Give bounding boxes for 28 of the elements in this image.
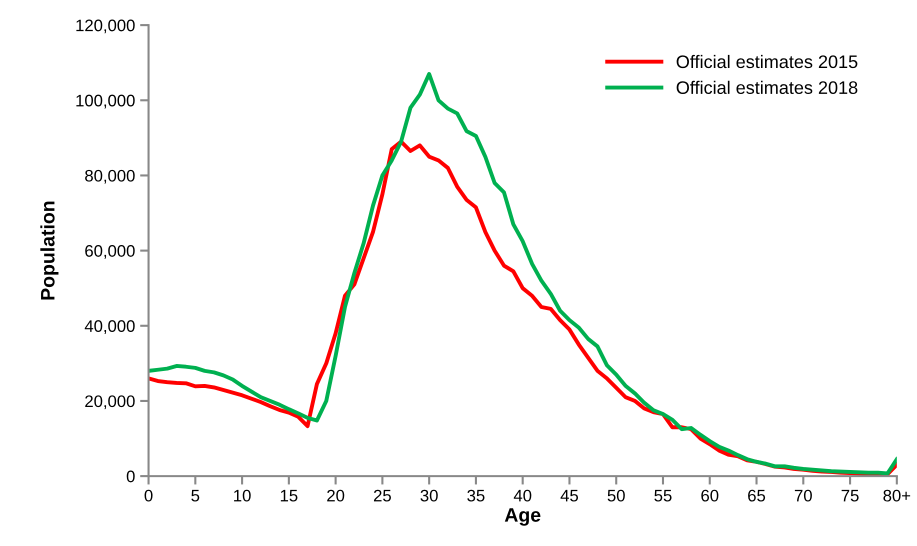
legend-label: Official estimates 2015 [676,54,858,68]
x-tick-label: 80+ [883,490,910,502]
x-tick-label: 10 [234,490,251,502]
x-tick-label: 55 [654,490,672,502]
y-tick-label: 80,000 [85,170,135,184]
y-axis-title: Population [40,202,58,300]
x-tick-label: 35 [467,490,484,502]
y-tick-label: 40,000 [84,320,135,334]
x-tick-label: 65 [748,490,766,502]
y-tick-label: 60,000 [85,245,135,259]
y-tick-label: 0 [126,470,135,482]
x-tick-label: 45 [560,490,578,502]
y-tick-label: 100,000 [76,94,135,108]
x-tick-label: 15 [280,490,298,502]
x-tick-label: 0 [144,490,153,502]
x-tick-label: 70 [794,490,812,502]
x-tick-label: 75 [842,490,859,502]
legend-label: Official estimates 2018 [676,80,858,94]
x-axis-title: Age [504,508,540,526]
x-tick-label: 40 [514,490,532,502]
x-tick-label: 20 [327,490,344,502]
y-tick-label: 20,000 [85,395,135,410]
x-tick-label: 30 [420,490,438,502]
y-tick-label: 120,000 [76,20,135,34]
x-tick-label: 5 [191,490,200,502]
x-tick-label: 50 [608,490,625,502]
x-tick-label: 60 [701,490,718,502]
x-tick-label: 25 [374,490,391,502]
